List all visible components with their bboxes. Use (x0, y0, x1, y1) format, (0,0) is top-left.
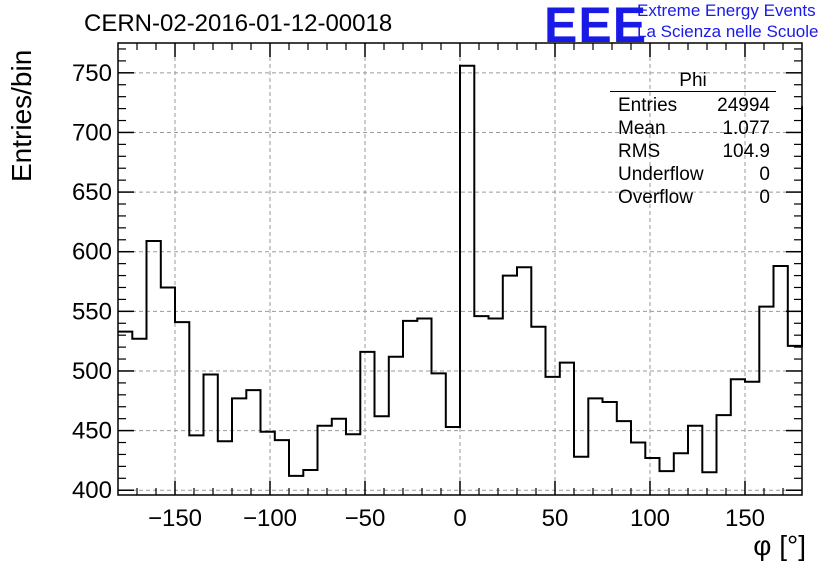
y-tick-label: 650 (72, 179, 112, 206)
logo-tagline-2: La Scienza nelle Scuole (637, 22, 819, 41)
stats-label: Mean (618, 118, 666, 139)
stats-label: Entries (618, 95, 678, 116)
stats-box: Phi Entries 24994 Mean 1.077 RMS 104.9 Unde… (610, 70, 776, 209)
stats-value: 0 (759, 164, 770, 185)
x-tick-label: 50 (542, 505, 569, 532)
axis-tick-labels: −150 −100 −50 0 50 100 150 400 450 500 550 600 650 70… (72, 60, 765, 532)
run-title: CERN-02-2016-01-12-00018 (84, 10, 393, 37)
stats-divider (610, 91, 776, 92)
x-tick-label: −50 (345, 505, 386, 532)
axis-ticks (118, 43, 802, 495)
stats-label: Underflow (618, 164, 704, 185)
x-tick-label: 100 (630, 505, 670, 532)
stats-title: Phi (679, 70, 707, 91)
x-axis-label: φ [°] (753, 530, 806, 561)
y-tick-label: 550 (72, 298, 112, 325)
stats-row-underflow: Underflow 0 (610, 163, 776, 186)
stats-value: 0 (759, 187, 770, 208)
y-tick-label: 600 (72, 239, 112, 266)
y-tick-label: 750 (72, 60, 112, 87)
stats-value: 104.9 (722, 141, 770, 162)
eee-logo: EEE (544, 0, 648, 53)
stats-row-overflow: Overflow 0 (610, 186, 776, 209)
y-axis-label: Entries/bin (6, 49, 37, 182)
x-tick-label: −100 (243, 505, 297, 532)
x-tick-label: 0 (453, 505, 466, 532)
stats-label: RMS (618, 141, 661, 162)
y-tick-label: 700 (72, 119, 112, 146)
x-tick-label: −150 (148, 505, 202, 532)
stats-row-rms: RMS 104.9 (610, 140, 776, 163)
stats-row-mean: Mean 1.077 (610, 117, 776, 140)
y-tick-label: 500 (72, 358, 112, 385)
stats-value: 24994 (717, 95, 770, 116)
stats-value: 1.077 (722, 118, 770, 139)
y-tick-label: 450 (72, 418, 112, 445)
stats-label: Overflow (618, 187, 693, 208)
logo-tagline-1: Extreme Energy Events (637, 1, 816, 20)
x-tick-label: 150 (725, 505, 765, 532)
y-tick-label: 400 (72, 477, 112, 504)
histogram-step-line (118, 64, 803, 477)
stats-row-entries: Entries 24994 (610, 94, 776, 117)
